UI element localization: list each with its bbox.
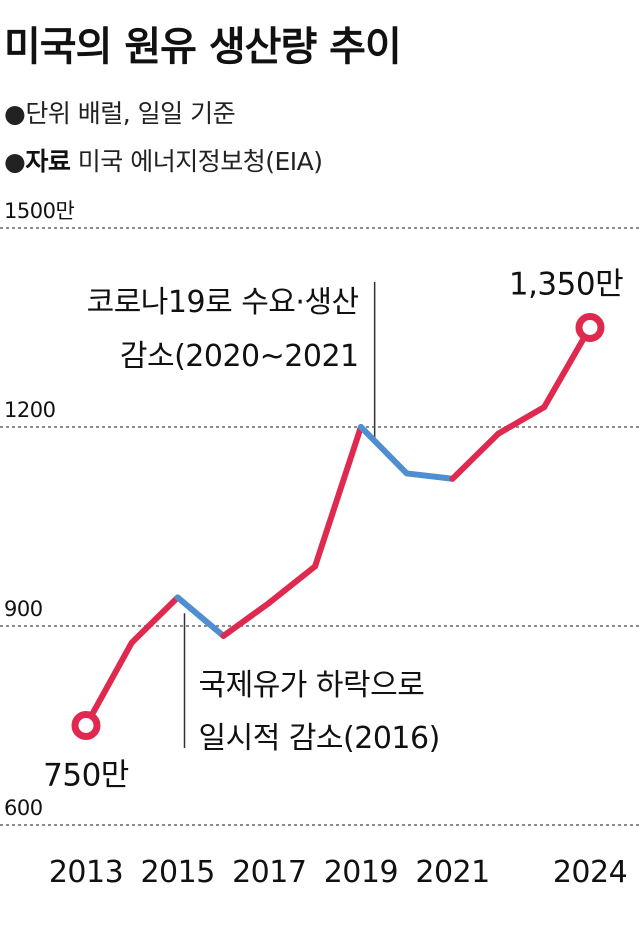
line-segment-2014-2015: [128, 594, 181, 646]
line-segment-2022-2023: [495, 404, 548, 437]
x-tick-label-2015: 2015: [140, 855, 214, 890]
line-segment-2021-2022: [449, 430, 502, 482]
endpoint-label-2013: 750만: [43, 758, 129, 794]
unit-bullet: ●: [4, 99, 26, 128]
x-tick-label-2017: 2017: [232, 855, 306, 890]
annotation-line-0-1: 일시적 감소(2016): [199, 721, 440, 756]
source-label: 자료: [25, 147, 71, 176]
chart-title: 미국의 원유 생산량 추이: [4, 24, 402, 70]
y-tick-label-1500: 1500만: [4, 199, 74, 223]
unit-text: 단위 배럴, 일일 기준: [25, 99, 236, 128]
x-tick-label-2019: 2019: [324, 855, 398, 890]
endpoint-label-2024: 1,350만: [509, 267, 623, 303]
annotation-line-1-0: 코로나19로 수요·생산: [87, 285, 359, 320]
line-segment-2016-2017: [220, 599, 273, 639]
endpoint-marker-2013: [71, 711, 101, 740]
line-segment-2015-2016: [174, 594, 227, 639]
source-note: ●자료 미국 에너지정보청(EIA): [4, 142, 323, 178]
source-text: 미국 에너지정보청(EIA): [77, 147, 323, 176]
line-segment-2020-2021: [403, 470, 456, 482]
x-tick-label-2021: 2021: [415, 855, 489, 890]
y-tick-label-1200: 1200: [4, 398, 55, 422]
source-bullet: ●: [4, 147, 26, 176]
x-tick-label-2013: 2013: [49, 855, 123, 890]
annotation-line-1-1: 감소(2020~2021: [120, 339, 359, 374]
line-segment-2018-2019: [312, 424, 364, 570]
line-segment-2023-2024: [541, 324, 593, 411]
line-segment-2019-2020: [357, 424, 410, 477]
line-segment-2017-2018: [266, 563, 319, 606]
line-segment-2013-2014: [83, 639, 135, 729]
annotation-line-0-0: 국제유가 하락으로: [199, 668, 425, 703]
endpoint-marker-2024: [575, 313, 605, 342]
unit-note: ●단위 배럴, 일일 기준: [4, 94, 236, 130]
y-tick-label-600: 600: [4, 796, 43, 820]
y-tick-label-900: 900: [4, 597, 43, 621]
x-tick-label-2024: 2024: [553, 855, 627, 890]
